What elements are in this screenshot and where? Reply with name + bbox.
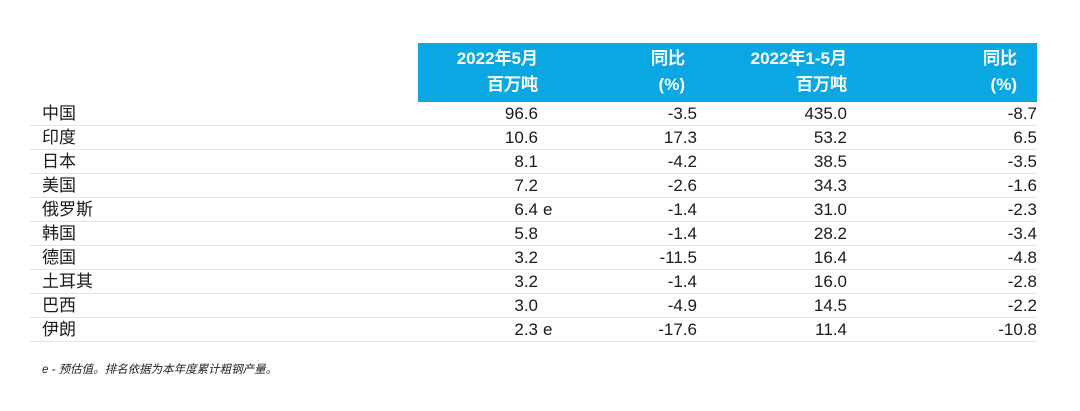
ytd-yoy-cell: -3.5 (1007, 152, 1037, 171)
ytd-yoy-cell: -1.6 (1007, 176, 1037, 195)
estimate-flag (538, 270, 558, 293)
ytd-production-cell: 435.0 (804, 104, 847, 123)
ytd-production-cell: 53.2 (813, 128, 847, 147)
header-col-ytd-line1: 2022年1-5月 (750, 49, 847, 68)
may-production-value: 3.2 (514, 272, 538, 291)
table-row: 印度 10.6 17.3 53.2 6.5 (30, 126, 1037, 150)
footnote: e - 预估值。排名依据为本年度累计粗钢产量。 (42, 364, 278, 376)
header-col-ytd: 2022年1-5月 百万吨 (697, 43, 847, 102)
header-col-ytd-line2: 百万吨 (796, 75, 847, 94)
header-col-may-yoy-line2: (%) (658, 75, 685, 94)
may-yoy-cell: -1.4 (667, 200, 697, 219)
may-production-cell: 6.4 e (418, 198, 558, 221)
ytd-yoy-cell: -2.8 (1007, 272, 1037, 291)
country-cell: 美国 (42, 176, 76, 195)
ytd-yoy-cell: -4.8 (1007, 248, 1037, 267)
ytd-yoy-cell: -8.7 (1007, 104, 1037, 123)
country-cell: 中国 (42, 104, 76, 123)
may-production-value: 8.1 (514, 152, 538, 171)
may-production-cell: 96.6 (418, 102, 558, 125)
may-production-value: 96.6 (504, 104, 538, 123)
estimate-flag: e (543, 320, 553, 339)
table-header: 2022年5月 百万吨 同比 (%) 2022年1-5月 百万吨 同比 (%) (418, 43, 1037, 102)
header-col-ytd-yoy-line2: (%) (990, 75, 1017, 94)
ytd-yoy-cell: -10.8 (998, 320, 1037, 339)
table-row: 土耳其 3.2 -1.4 16.0 -2.8 (30, 270, 1037, 294)
table-row: 美国 7.2 -2.6 34.3 -1.6 (30, 174, 1037, 198)
estimate-flag (538, 246, 558, 269)
may-production-value: 6.4 (514, 200, 538, 219)
may-production-value: 5.8 (514, 224, 538, 243)
may-production-value: 3.0 (514, 296, 538, 315)
header-col-may-yoy: 同比 (%) (558, 43, 697, 102)
may-yoy-cell: 17.3 (663, 128, 697, 147)
ytd-production-cell: 14.5 (813, 296, 847, 315)
may-yoy-cell: -2.6 (667, 176, 697, 195)
country-cell: 土耳其 (42, 272, 93, 291)
may-production-value: 3.2 (514, 248, 538, 267)
table-row: 德国 3.2 -11.5 16.4 -4.8 (30, 246, 1037, 270)
may-yoy-cell: -17.6 (658, 320, 697, 339)
may-yoy-cell: -3.5 (667, 104, 697, 123)
country-cell: 印度 (42, 128, 76, 147)
estimate-flag (538, 150, 558, 173)
ytd-production-cell: 34.3 (813, 176, 847, 195)
may-production-value: 2.3 (514, 320, 538, 339)
estimate-flag (538, 174, 558, 197)
header-col-may-yoy-line1: 同比 (651, 49, 685, 68)
may-production-cell: 3.0 (418, 294, 558, 317)
header-col-ytd-yoy-line1: 同比 (983, 49, 1017, 68)
country-cell: 德国 (42, 248, 76, 267)
ytd-yoy-cell: -2.2 (1007, 296, 1037, 315)
estimate-flag: e (543, 200, 553, 219)
table-row: 韩国 5.8 -1.4 28.2 -3.4 (30, 222, 1037, 246)
country-cell: 俄罗斯 (42, 200, 93, 219)
may-production-cell: 5.8 (418, 222, 558, 245)
may-production-value: 7.2 (514, 176, 538, 195)
header-col-ytd-yoy: 同比 (%) (847, 43, 1037, 102)
ytd-yoy-cell: 6.5 (1013, 128, 1037, 147)
ytd-yoy-cell: -3.4 (1007, 224, 1037, 243)
estimate-flag (538, 102, 558, 125)
estimate-flag (538, 222, 558, 245)
table-row: 俄罗斯 6.4 e -1.4 31.0 -2.3 (30, 198, 1037, 222)
may-yoy-cell: -1.4 (667, 272, 697, 291)
may-yoy-cell: -4.2 (667, 152, 697, 171)
may-production-cell: 10.6 (418, 126, 558, 149)
may-production-value: 10.6 (504, 128, 538, 147)
may-production-cell: 7.2 (418, 174, 558, 197)
ytd-production-cell: 11.4 (815, 320, 847, 339)
may-production-cell: 2.3 e (418, 318, 558, 341)
country-cell: 韩国 (42, 224, 76, 243)
table-row: 巴西 3.0 -4.9 14.5 -2.2 (30, 294, 1037, 318)
estimate-flag (538, 294, 558, 317)
ytd-production-cell: 16.4 (813, 248, 847, 267)
ytd-yoy-cell: -2.3 (1007, 200, 1037, 219)
table-row: 日本 8.1 -4.2 38.5 -3.5 (30, 150, 1037, 174)
country-cell: 巴西 (42, 296, 76, 315)
table-row: 伊朗 2.3 e -17.6 11.4 -10.8 (30, 318, 1037, 342)
may-yoy-cell: -11.5 (659, 248, 698, 267)
ytd-production-cell: 28.2 (813, 224, 847, 243)
ytd-production-cell: 16.0 (813, 272, 847, 291)
estimate-flag (538, 126, 558, 149)
table-row: 中国 96.6 -3.5 435.0 -8.7 (30, 102, 1037, 126)
may-production-cell: 8.1 (418, 150, 558, 173)
country-cell: 日本 (42, 152, 76, 171)
table-body: 中国 96.6 -3.5 435.0 -8.7 印度 10.6 17.3 53.… (30, 102, 1037, 342)
may-production-cell: 3.2 (418, 270, 558, 293)
country-cell: 伊朗 (42, 320, 76, 339)
may-yoy-cell: -4.9 (667, 296, 697, 315)
header-col-may-line2: 百万吨 (487, 75, 538, 94)
header-col-may-line1: 2022年5月 (456, 49, 538, 68)
production-table: 2022年5月 百万吨 同比 (%) 2022年1-5月 百万吨 同比 (%) … (30, 43, 1037, 342)
ytd-production-cell: 31.0 (813, 200, 847, 219)
may-production-cell: 3.2 (418, 246, 558, 269)
header-col-may: 2022年5月 百万吨 (418, 43, 558, 102)
may-yoy-cell: -1.4 (667, 224, 697, 243)
ytd-production-cell: 38.5 (813, 152, 847, 171)
